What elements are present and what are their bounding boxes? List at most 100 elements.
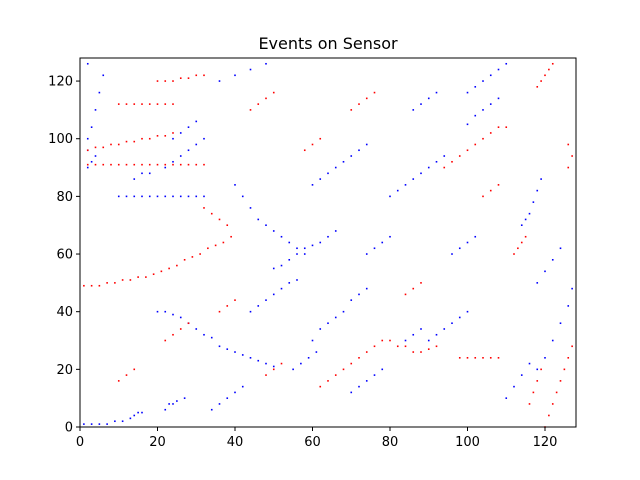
event-point: [350, 109, 353, 111]
event-point: [458, 357, 461, 359]
event-point: [505, 126, 508, 128]
event-point: [203, 74, 205, 77]
event-point: [110, 163, 112, 166]
event-point: [489, 132, 492, 134]
x-tick-label: 80: [382, 435, 399, 450]
event-point: [164, 163, 167, 166]
event-point: [179, 155, 182, 157]
event-point: [90, 160, 93, 163]
event-point: [420, 172, 422, 175]
event-point: [121, 279, 124, 281]
event-point: [183, 397, 186, 399]
event-point: [427, 348, 430, 350]
event-point: [412, 109, 415, 111]
x-tick-label: 20: [149, 435, 166, 450]
event-point: [358, 103, 360, 105]
event-point: [133, 414, 136, 417]
event-point: [234, 391, 236, 394]
event-point: [195, 163, 198, 166]
event-point: [218, 345, 221, 348]
event-point: [214, 244, 217, 247]
event-point: [528, 212, 531, 215]
event-point: [249, 109, 252, 111]
event-point: [195, 74, 198, 77]
event-point: [288, 282, 291, 284]
event-point: [435, 160, 438, 163]
event-point: [179, 328, 182, 330]
event-point: [342, 160, 345, 163]
event-point: [520, 224, 523, 227]
event-point: [466, 357, 469, 359]
event-point: [555, 391, 558, 394]
event-point: [548, 68, 550, 71]
event-point: [129, 279, 132, 281]
event-point: [86, 163, 89, 166]
event-point: [458, 316, 461, 319]
event-point: [520, 241, 523, 244]
event-point: [156, 310, 159, 313]
event-point: [280, 235, 283, 238]
event-point: [551, 403, 554, 405]
event-point: [412, 333, 415, 336]
event-point: [94, 109, 97, 111]
event-point: [451, 253, 453, 255]
event-point: [381, 339, 384, 342]
event-point: [497, 126, 500, 128]
y-tick-label: 40: [56, 305, 73, 320]
event-point: [125, 374, 128, 376]
event-point: [141, 137, 143, 140]
event-point: [315, 351, 318, 353]
event-point: [567, 305, 570, 307]
event-point: [311, 244, 314, 247]
event-point: [466, 241, 469, 244]
event-point: [288, 258, 291, 261]
event-point: [350, 155, 353, 157]
event-point: [571, 345, 573, 348]
event-point: [466, 310, 469, 313]
event-point: [505, 397, 508, 399]
event-point: [234, 351, 236, 353]
event-point: [334, 316, 337, 319]
x-tick-label: 0: [76, 435, 84, 450]
event-point: [280, 264, 283, 267]
event-point: [117, 163, 120, 166]
event-point: [226, 348, 229, 350]
event-point: [365, 97, 368, 100]
event-point: [234, 74, 236, 77]
event-point: [327, 172, 329, 175]
event-point: [497, 68, 500, 71]
event-point: [83, 284, 85, 287]
x-tick-label: 120: [533, 435, 558, 450]
event-point: [311, 184, 314, 186]
event-point: [187, 322, 190, 325]
event-point: [327, 235, 329, 238]
event-point: [195, 143, 198, 146]
event-point: [125, 103, 128, 105]
event-point: [164, 195, 167, 198]
event-point: [559, 322, 562, 325]
event-point: [420, 282, 422, 284]
event-point: [141, 195, 143, 198]
event-point: [137, 276, 139, 278]
event-point: [567, 357, 570, 359]
event-point: [489, 357, 492, 359]
event-point: [540, 80, 542, 82]
event-point: [412, 351, 415, 353]
event-point: [179, 195, 182, 198]
event-point: [451, 322, 453, 325]
event-point: [563, 368, 566, 371]
event-point: [365, 380, 368, 382]
event-point: [358, 357, 360, 359]
y-tick-label: 20: [56, 363, 73, 378]
event-point: [83, 423, 85, 425]
event-point: [571, 287, 573, 290]
event-point: [458, 247, 461, 250]
event-point: [342, 368, 345, 371]
event-point: [210, 408, 213, 411]
event-point: [218, 80, 221, 82]
event-point: [381, 368, 384, 371]
event-point: [319, 385, 322, 388]
event-point: [257, 359, 260, 362]
event-point: [125, 163, 128, 166]
event-point: [172, 137, 174, 140]
